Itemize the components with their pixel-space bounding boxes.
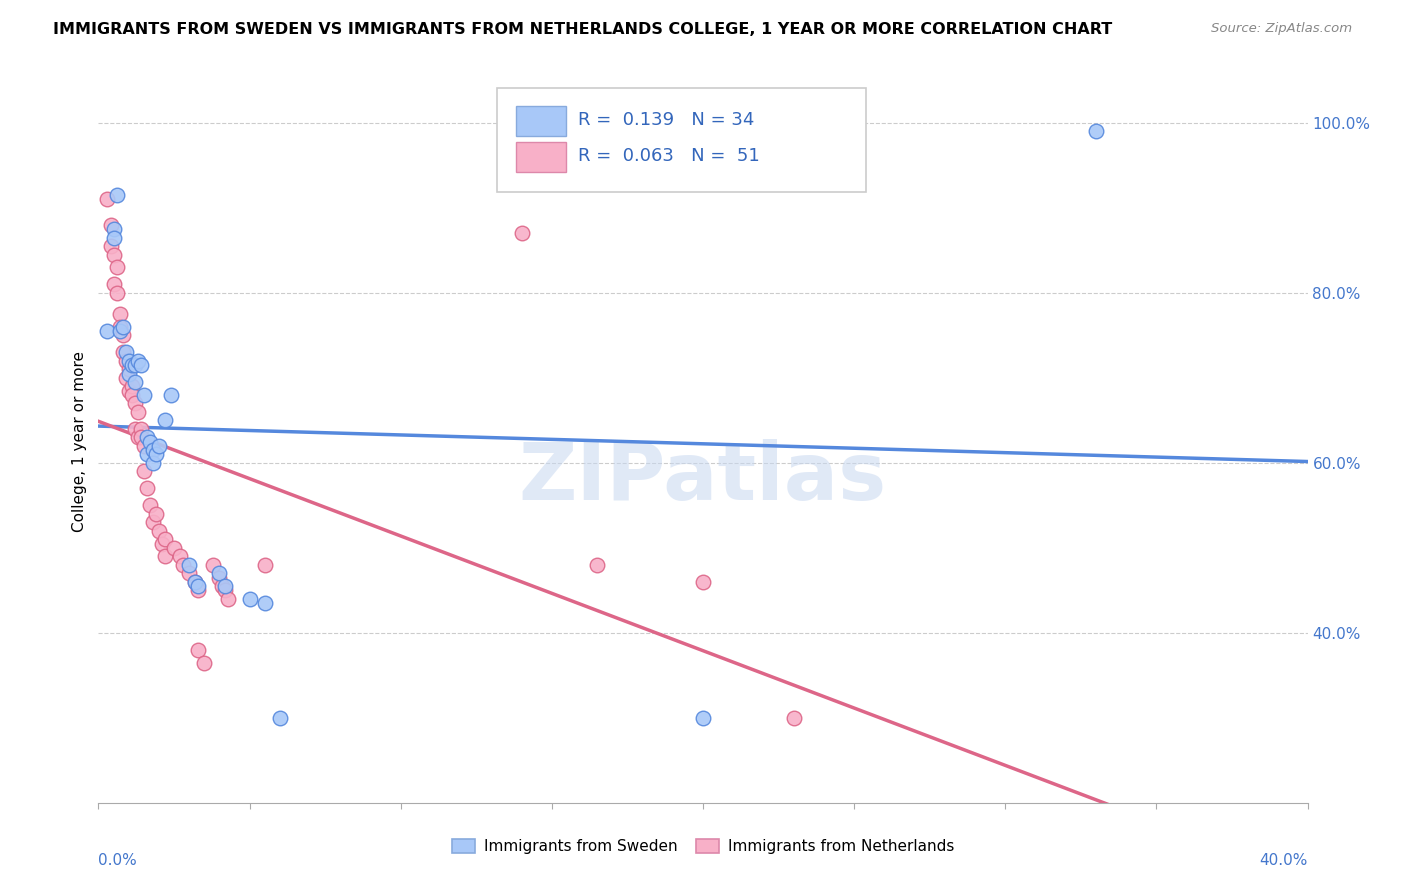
Point [169, 549, 191, 564]
Point [96, 192, 118, 206]
Point [211, 579, 233, 593]
Point [135, 430, 157, 444]
Point [269, 711, 291, 725]
Point [692, 711, 714, 725]
Point [145, 507, 167, 521]
Point [114, 371, 136, 385]
Point [253, 558, 276, 572]
Text: IMMIGRANTS FROM SWEDEN VS IMMIGRANTS FROM NETHERLANDS COLLEGE, 1 YEAR OR MORE CO: IMMIGRANTS FROM SWEDEN VS IMMIGRANTS FRO… [53, 22, 1112, 37]
Text: R =  0.139   N = 34: R = 0.139 N = 34 [578, 111, 755, 129]
Point [96, 324, 118, 338]
Point [202, 558, 225, 572]
Point [100, 218, 122, 232]
Point [111, 328, 134, 343]
Point [121, 379, 143, 393]
Point [108, 307, 131, 321]
Text: 40.0%: 40.0% [1260, 854, 1308, 869]
Text: ZIPatlas: ZIPatlas [519, 439, 887, 516]
Point [124, 422, 146, 436]
Point [108, 324, 131, 338]
Point [163, 541, 186, 555]
Point [692, 574, 714, 589]
Point [121, 358, 143, 372]
Point [142, 443, 165, 458]
Point [103, 222, 125, 236]
Point [129, 358, 152, 372]
Point [783, 711, 806, 725]
Point [510, 227, 533, 241]
Point [111, 345, 134, 359]
Point [217, 591, 239, 606]
Y-axis label: College, 1 year or more: College, 1 year or more [72, 351, 87, 532]
FancyBboxPatch shape [516, 142, 567, 172]
Point [121, 388, 143, 402]
Point [100, 239, 122, 253]
Point [239, 591, 262, 606]
Point [184, 574, 207, 589]
Point [214, 579, 236, 593]
Point [160, 388, 183, 402]
Point [132, 439, 155, 453]
Point [253, 596, 276, 610]
Point [184, 574, 207, 589]
Point [105, 285, 128, 300]
Point [118, 384, 141, 398]
Legend: Immigrants from Sweden, Immigrants from Netherlands: Immigrants from Sweden, Immigrants from … [446, 832, 960, 860]
Point [111, 319, 134, 334]
Point [129, 430, 152, 444]
Point [187, 642, 209, 657]
Point [208, 566, 231, 581]
Point [127, 430, 149, 444]
Point [187, 579, 209, 593]
FancyBboxPatch shape [516, 105, 567, 136]
Point [114, 353, 136, 368]
Point [129, 422, 152, 436]
Point [114, 345, 136, 359]
Point [124, 375, 146, 389]
FancyBboxPatch shape [498, 87, 866, 193]
Point [172, 558, 194, 572]
Point [193, 656, 215, 670]
Point [1085, 124, 1108, 138]
Point [103, 247, 125, 261]
Point [179, 558, 201, 572]
Point [118, 367, 141, 381]
Point [179, 566, 201, 581]
Point [124, 396, 146, 410]
Text: Source: ZipAtlas.com: Source: ZipAtlas.com [1212, 22, 1353, 36]
Point [105, 260, 128, 275]
Point [127, 405, 149, 419]
Point [108, 319, 131, 334]
Point [139, 498, 162, 512]
Point [153, 533, 176, 547]
Point [586, 558, 609, 572]
Point [139, 434, 162, 449]
Text: R =  0.063   N =  51: R = 0.063 N = 51 [578, 147, 761, 165]
Point [153, 549, 176, 564]
Point [150, 536, 173, 550]
Point [148, 439, 170, 453]
Point [153, 413, 176, 427]
Point [103, 277, 125, 292]
Point [132, 388, 155, 402]
Point [118, 353, 141, 368]
Point [127, 353, 149, 368]
Point [148, 524, 170, 538]
Point [142, 516, 165, 530]
Point [105, 188, 128, 202]
Point [135, 481, 157, 495]
Point [103, 230, 125, 244]
Point [208, 570, 231, 584]
Text: 0.0%: 0.0% [98, 854, 138, 869]
Point [145, 447, 167, 461]
Point [124, 358, 146, 372]
Point [132, 464, 155, 478]
Point [142, 456, 165, 470]
Point [135, 447, 157, 461]
Point [118, 362, 141, 376]
Point [187, 583, 209, 598]
Point [214, 583, 236, 598]
